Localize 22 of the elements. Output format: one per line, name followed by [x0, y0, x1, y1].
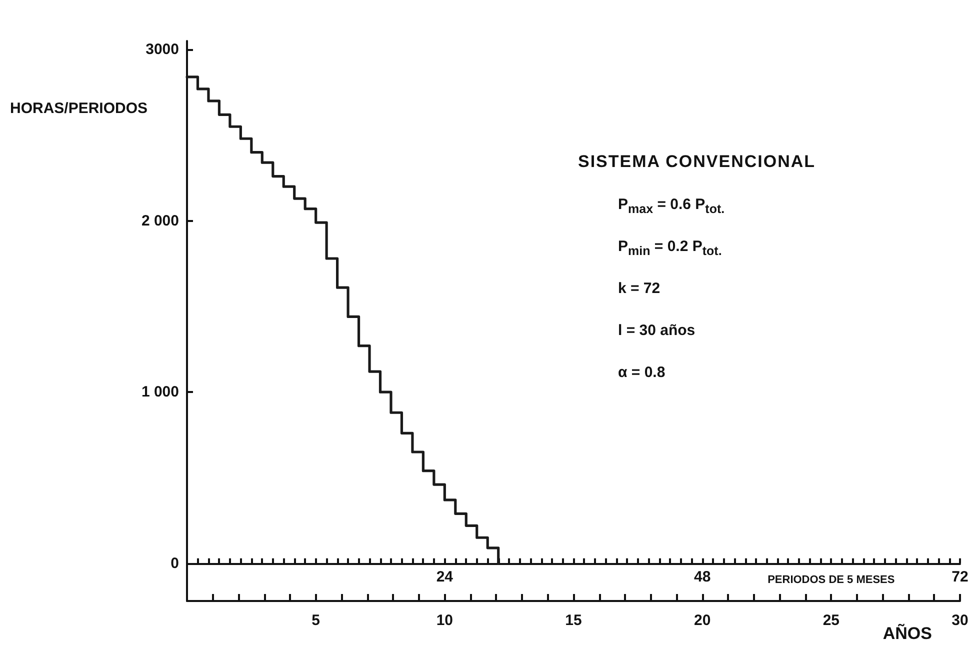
x-tick-label: 30	[952, 612, 968, 629]
x2-tick-label: 48	[694, 568, 711, 586]
x-tick-label: 5	[312, 612, 320, 629]
y-tick-label: 3000	[146, 41, 179, 58]
annotation: P$_{min}$ = 0.2 P$_{tot.}$	[618, 238, 722, 259]
y-axis-title: HORAS/PERIODOS	[10, 100, 148, 118]
y-tick-label: 0	[170, 554, 179, 572]
x2-tick-label: 24	[436, 568, 454, 586]
x-tick-label: 10	[436, 612, 454, 629]
x-axis-title: AÑOS	[882, 624, 932, 644]
y-tick-label: 1 000	[141, 384, 179, 401]
x-tick-label: 20	[694, 612, 711, 629]
annotation: l = 30 años	[618, 322, 696, 340]
annotation: k = 72	[618, 280, 660, 298]
x2-tick-label: 72	[952, 568, 968, 586]
annotation: P$_{max}$ = 0.6 P$_{tot.}$	[618, 196, 725, 217]
x2-axis-title: PERIODOS DE 5 MESES	[768, 574, 895, 588]
x-tick-label: 15	[565, 612, 582, 629]
annotation: α = 0.8	[618, 364, 666, 382]
x-tick-label: 25	[822, 612, 840, 629]
text: SISTEMA CONVENCIONAL	[578, 152, 816, 172]
y-tick-label: 2 000	[141, 212, 179, 230]
